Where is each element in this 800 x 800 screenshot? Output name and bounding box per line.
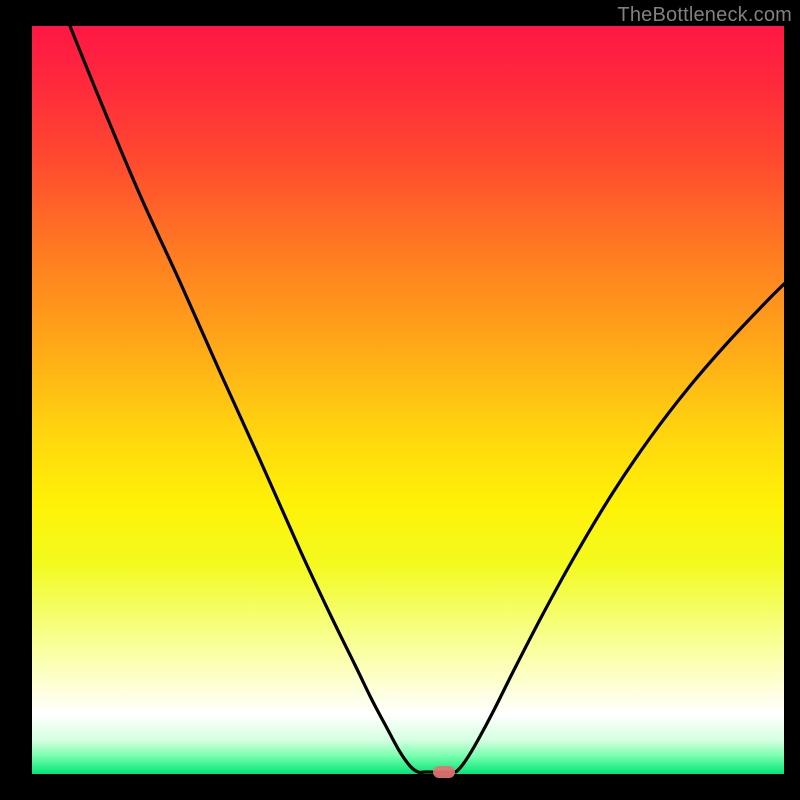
bottleneck-chart [0,0,800,800]
minimum-marker [433,766,455,778]
chart-container: TheBottleneck.com [0,0,800,800]
watermark-label: TheBottleneck.com [617,4,792,27]
plot-background [32,26,784,774]
